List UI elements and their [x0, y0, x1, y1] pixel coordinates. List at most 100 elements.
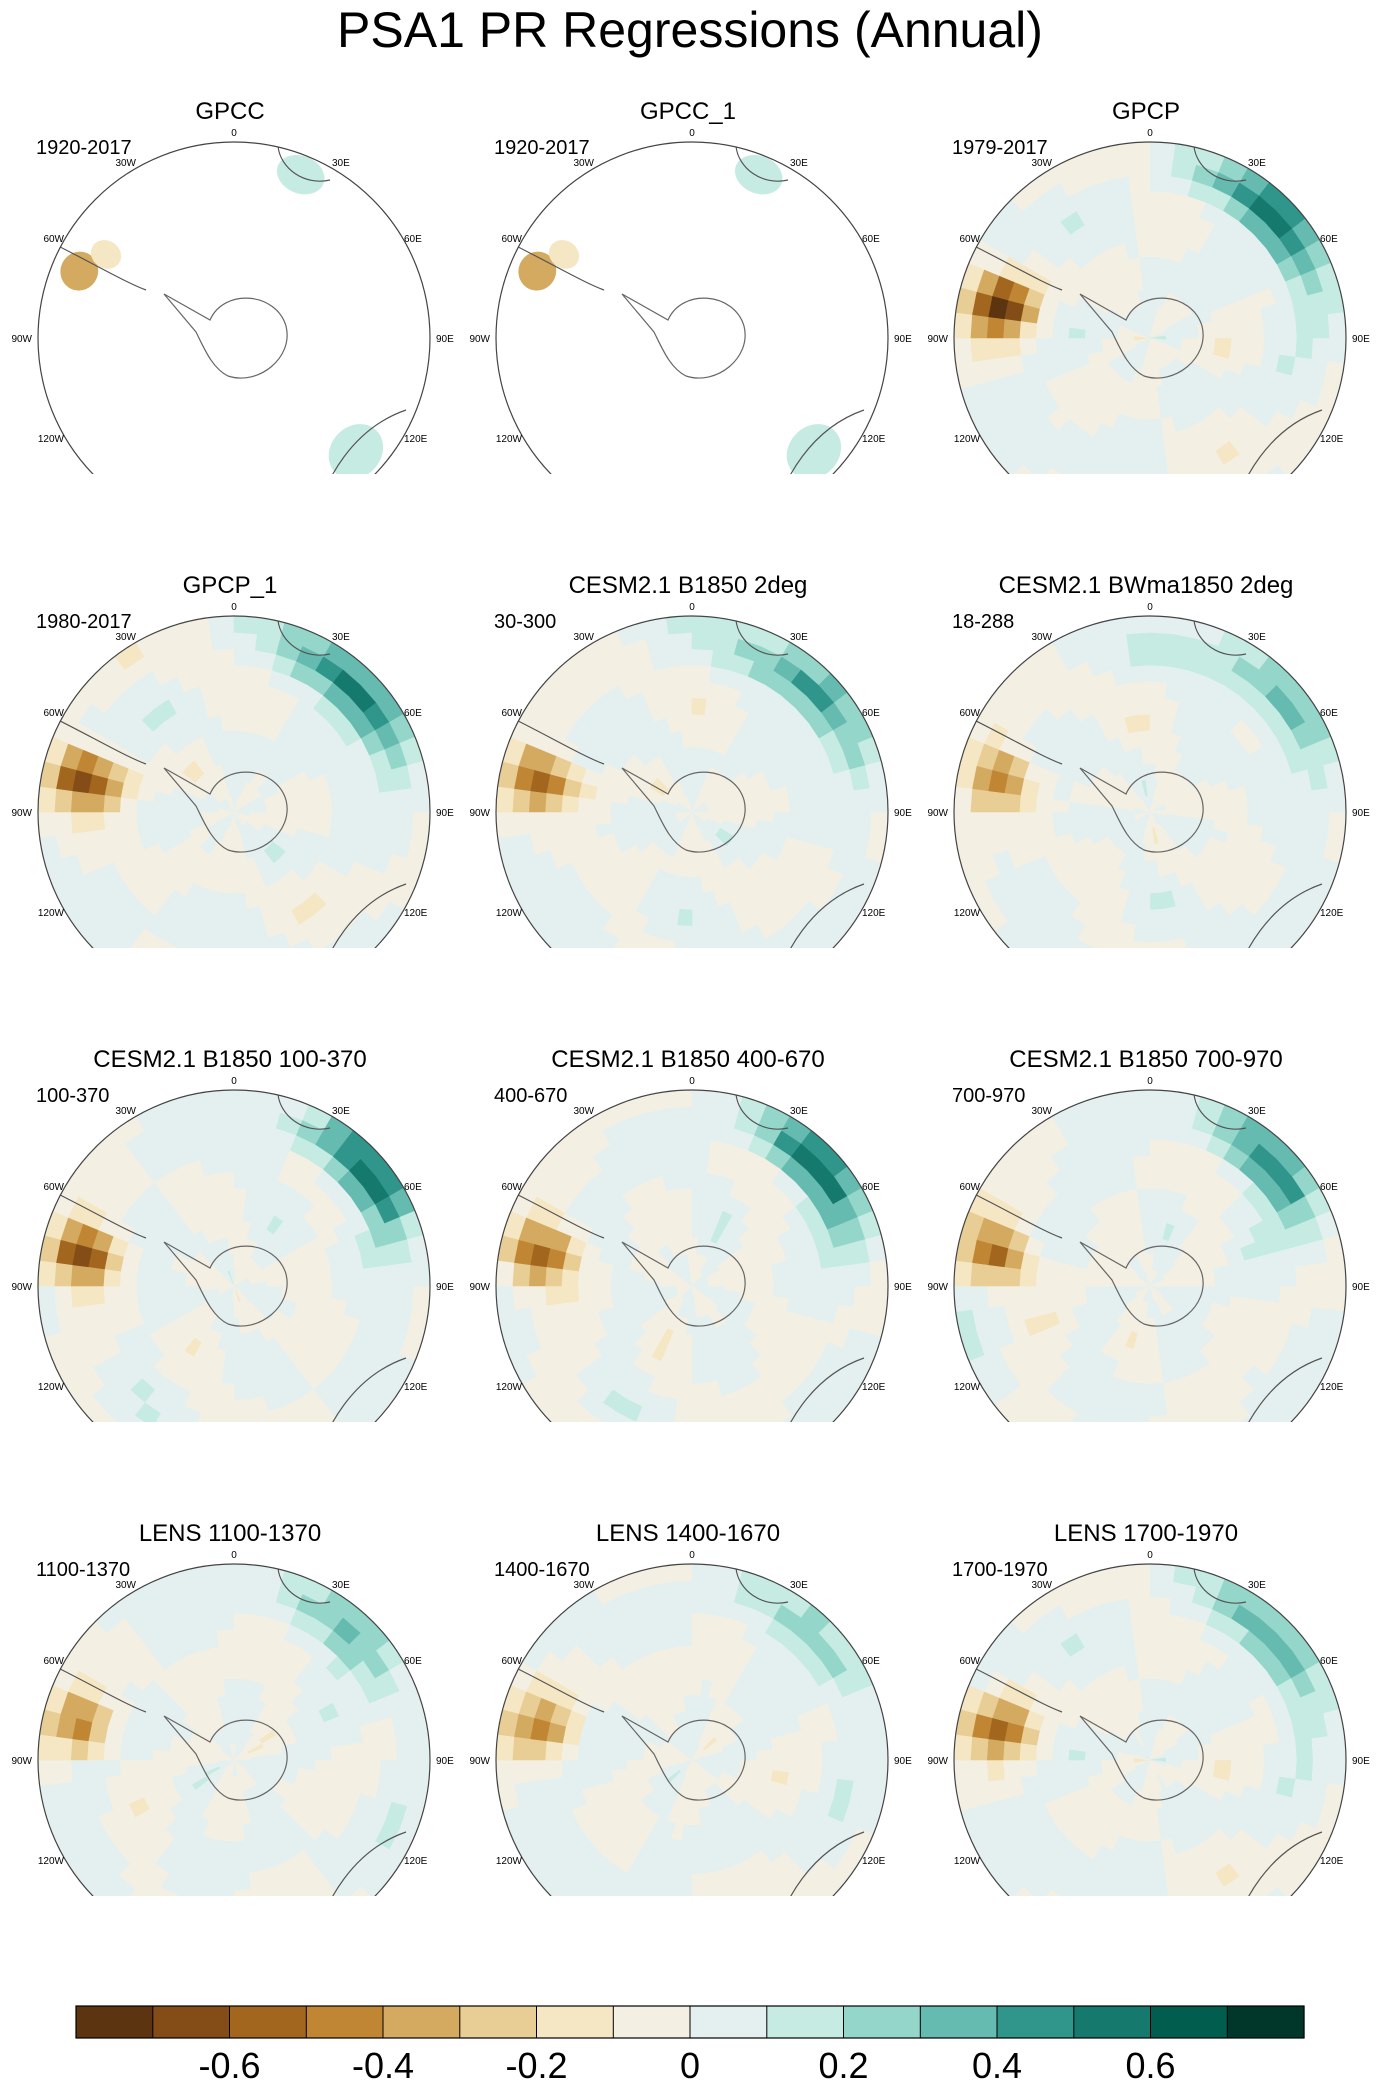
panel-period: 1920-2017: [36, 137, 132, 159]
longitude-label: 120E: [1320, 908, 1344, 919]
longitude-label: 120E: [404, 908, 428, 919]
field-cell: [653, 1411, 676, 1422]
field-cell: [1111, 937, 1134, 948]
antarctica-coastline: [621, 767, 746, 853]
field-cell: [1067, 1412, 1095, 1422]
longitude-label: 120E: [404, 434, 428, 445]
field-layer: [954, 142, 1346, 474]
field-cell: [1223, 1402, 1250, 1422]
map-border: [495, 615, 889, 948]
panel-period: 400-670: [494, 1085, 568, 1107]
longitude-label: 0: [1147, 1076, 1153, 1087]
field-cell: [38, 1759, 57, 1786]
africa-coastline: [1193, 1093, 1247, 1130]
longitude-label: 30E: [790, 158, 808, 169]
antarctica-coastline: [621, 1241, 746, 1327]
panel-title: CESM2.1 B1850 100-370: [93, 1046, 367, 1073]
field-cell: [94, 938, 126, 948]
field-cell: [725, 1406, 749, 1422]
field-cell: [1130, 941, 1151, 948]
field-cell: [691, 941, 712, 948]
antarctica-coastline: [163, 293, 288, 379]
field-cell: [233, 1889, 254, 1896]
field-layer: [38, 142, 430, 474]
field-cell: [954, 337, 973, 364]
field-cell: [342, 1412, 374, 1422]
map-background: [496, 142, 888, 474]
australia-coastline: [1229, 1357, 1323, 1422]
field-cell: [1327, 1260, 1346, 1287]
africa-coastline: [1193, 619, 1247, 656]
field-cell: [267, 932, 291, 948]
figure-title: PSA1 PR Regressions (Annual): [337, 2, 1043, 58]
antarctica-coastline: [163, 1241, 288, 1327]
field-cell: [233, 1415, 254, 1422]
field-patch: [548, 240, 580, 269]
field-layer: [38, 1564, 430, 1896]
field-cell: [1149, 941, 1170, 948]
field-cell: [666, 616, 693, 635]
field-cell: [1010, 464, 1042, 474]
field-cell: [250, 937, 273, 948]
longitude-label: 120E: [1320, 434, 1344, 445]
longitude-label: 60E: [1320, 234, 1338, 245]
longitude-label: 60W: [43, 1182, 64, 1193]
longitude-label: 60W: [43, 1656, 64, 1667]
panel-title: CESM2.1 BWma1850 2deg: [998, 572, 1294, 599]
field-cell: [214, 941, 235, 948]
field-cell: [411, 786, 430, 813]
longitude-label: 120W: [38, 434, 65, 445]
field-cell: [1327, 786, 1346, 813]
field-cell: [708, 1411, 731, 1422]
longitude-label: 90E: [436, 1756, 454, 1767]
panel-period: 100-370: [36, 1085, 110, 1107]
field-cell: [1248, 1401, 1278, 1422]
longitude-label: 0: [231, 1076, 237, 1087]
field-cell: [267, 1406, 291, 1422]
australia-coastline: [771, 1357, 865, 1422]
longitude-label: 120E: [404, 1382, 428, 1393]
field-cell: [151, 938, 179, 948]
longitude-label: 60W: [959, 234, 980, 245]
field-cell: [1205, 1412, 1233, 1422]
longitude-label: 30E: [1248, 158, 1266, 169]
antarctica-coastline: [163, 767, 288, 853]
longitude-label: 30W: [1031, 632, 1052, 643]
longitude-label: 120E: [1320, 1382, 1344, 1393]
field-cell: [208, 1564, 235, 1583]
africa-coastline: [277, 619, 331, 656]
longitude-label: 60W: [43, 234, 64, 245]
longitude-label: 90W: [11, 1756, 32, 1767]
field-cell: [552, 938, 584, 948]
field-patch: [90, 240, 122, 269]
field-cell: [1258, 1412, 1290, 1422]
field-cell: [1010, 1412, 1042, 1422]
longitude-label: 60E: [1320, 1182, 1338, 1193]
field-cell: [800, 1412, 832, 1422]
field-patch: [328, 424, 384, 474]
field-cell: [708, 937, 731, 948]
australia-coastline: [313, 883, 407, 948]
field-cell: [1183, 1406, 1207, 1422]
longitude-label: 90E: [436, 334, 454, 345]
longitude-label: 60E: [404, 1182, 422, 1193]
longitude-label: 30W: [573, 1106, 594, 1117]
panel-period: 1400-1670: [494, 1559, 590, 1581]
field-cell: [672, 941, 693, 948]
longitude-label: 60E: [1320, 708, 1338, 719]
map-border: [495, 141, 889, 474]
polar-map: 030W30E60W60E90W90E120W120E150W150E180: [11, 602, 454, 948]
field-cell: [289, 938, 317, 948]
longitude-label: 30E: [790, 1106, 808, 1117]
panel: CESM2.1 B1850 700-970 700-970 0 30W 30E 60W 60…: [916, 948, 1376, 1422]
field-cell: [1040, 467, 1069, 474]
field-cell: [725, 932, 749, 948]
longitude-label: 0: [1147, 602, 1153, 613]
panel-title: CESM2.1 B1850 2deg: [568, 572, 808, 599]
longitude-label: 60W: [959, 708, 980, 719]
field-cell: [94, 1412, 126, 1422]
longitude-label: 60W: [501, 708, 522, 719]
field-cell: [1166, 937, 1189, 948]
field-cell: [124, 1889, 153, 1896]
longitude-label: 120W: [38, 1382, 65, 1393]
